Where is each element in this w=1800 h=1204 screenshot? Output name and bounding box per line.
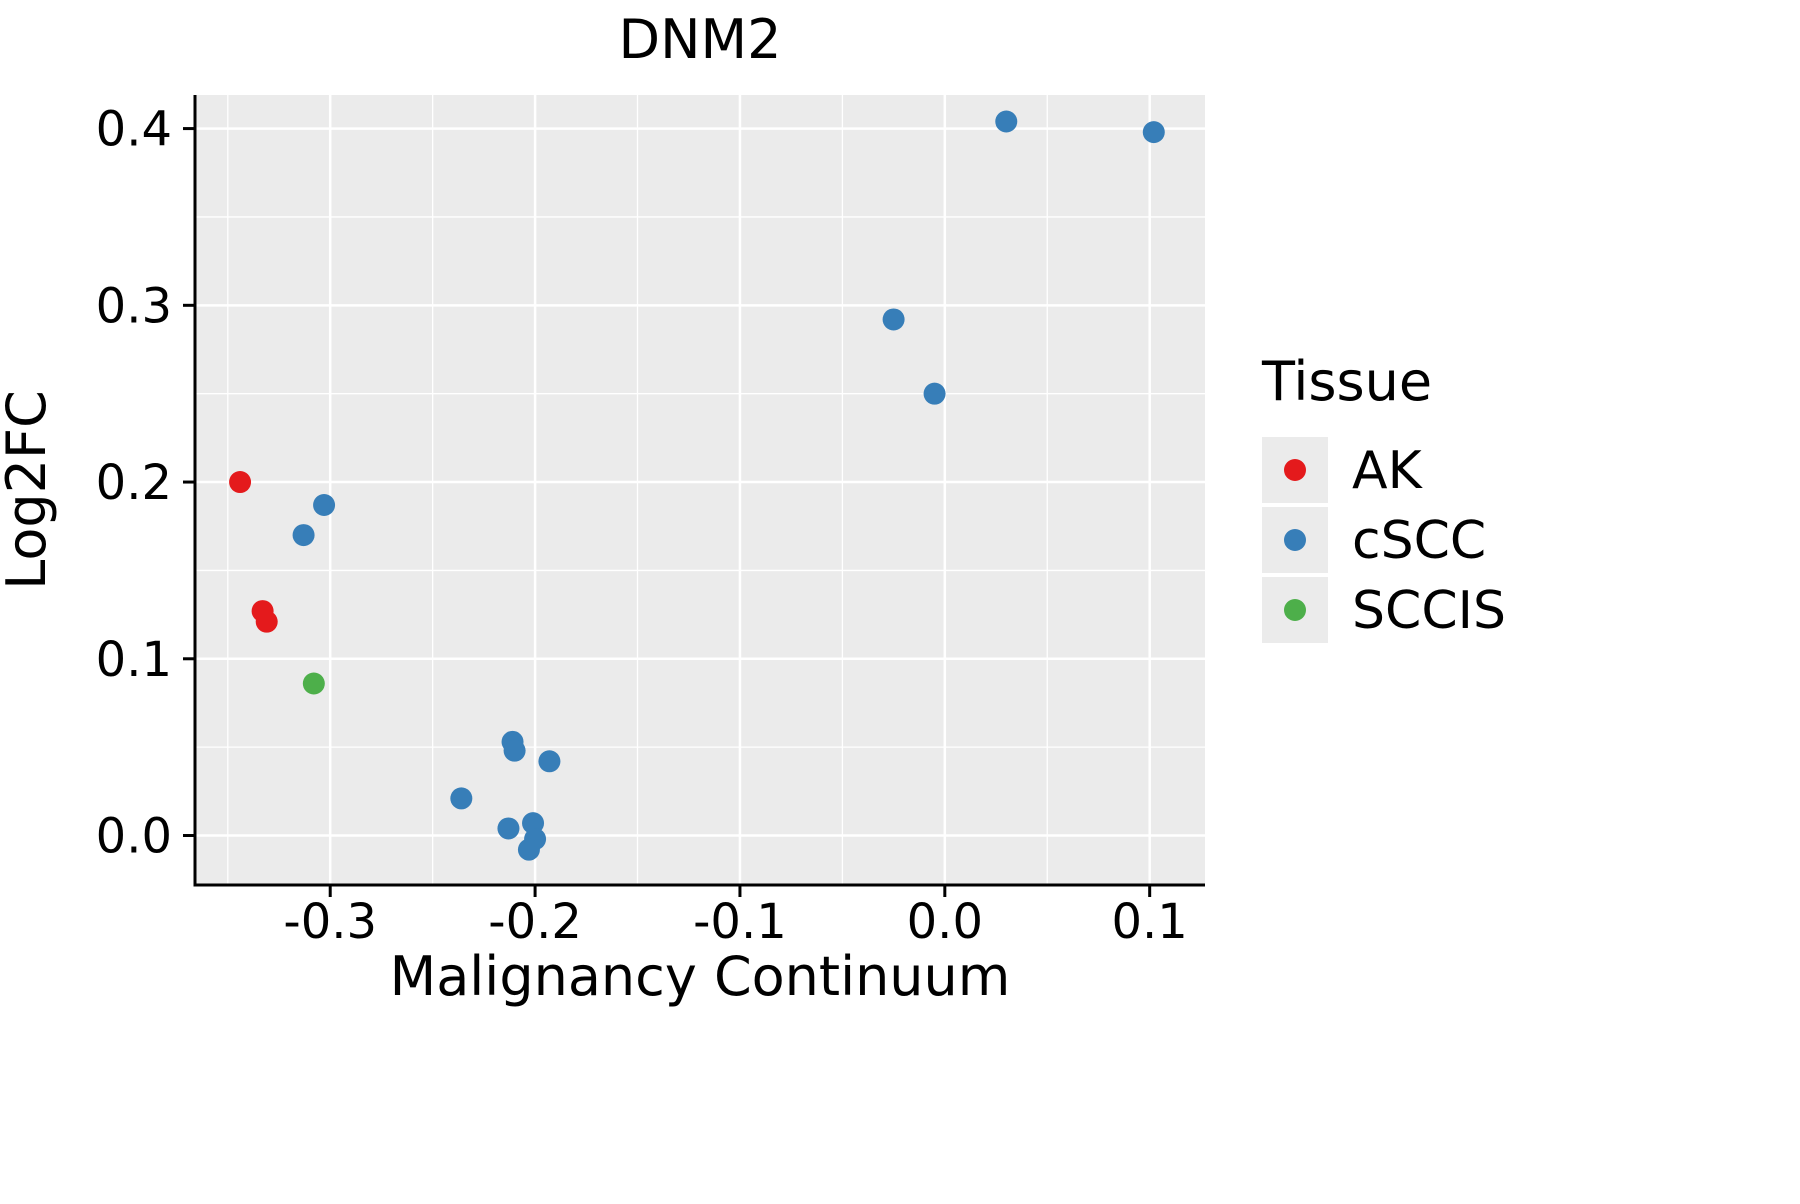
y-axis-label: Log2FC — [0, 390, 58, 590]
y-tick-label: 0.0 — [96, 809, 172, 865]
legend-item-sccis: SCCIS — [1262, 577, 1506, 643]
legend-point-ak — [1284, 459, 1306, 481]
data-point-ak — [229, 471, 252, 494]
axis-lines — [193, 95, 1205, 887]
data-points — [229, 110, 1165, 861]
y-tick-label: 0.1 — [96, 632, 172, 688]
axes: -0.3 -0.2 -0.1 0.0 0.1 0.0 0.1 0.2 0.3 0.4 — [96, 95, 1205, 950]
data-point-cscc — [313, 494, 336, 517]
chart-title: DNM2 — [619, 8, 782, 71]
plot-panel — [195, 95, 1205, 885]
data-point-cscc — [1142, 121, 1165, 144]
data-point-cscc — [882, 308, 905, 331]
data-point-cscc — [497, 817, 520, 840]
y-tick-label: 0.3 — [96, 278, 172, 334]
data-point-ak — [255, 610, 278, 633]
data-point-cscc — [538, 750, 561, 773]
legend-item-cscc: cSCC — [1262, 507, 1486, 573]
legend-point-sccis — [1284, 599, 1306, 621]
legend-label: AK — [1352, 441, 1424, 501]
x-tick-label: 0.1 — [1112, 894, 1188, 950]
legend-title: Tissue — [1261, 350, 1432, 413]
x-tick-label: 0.0 — [907, 894, 983, 950]
panel-background — [195, 95, 1205, 885]
data-point-cscc — [503, 739, 526, 762]
data-point-cscc — [923, 382, 946, 405]
data-point-cscc — [995, 110, 1018, 133]
legend-item-ak: AK — [1262, 437, 1424, 503]
y-tick-label: 0.4 — [96, 102, 172, 158]
legend-label: SCCIS — [1352, 581, 1506, 641]
data-point-cscc — [450, 787, 473, 810]
x-tick-label: -0.1 — [693, 894, 787, 950]
x-tick-label: -0.3 — [283, 894, 377, 950]
legend: AK cSCC SCCIS — [1262, 437, 1506, 643]
data-point-cscc — [517, 838, 540, 861]
legend-point-cscc — [1284, 529, 1306, 551]
gridlines — [195, 95, 1205, 885]
y-tick-label: 0.2 — [96, 455, 172, 511]
data-point-sccis — [302, 672, 325, 695]
data-point-cscc — [292, 524, 315, 547]
legend-label: cSCC — [1352, 511, 1486, 571]
x-tick-label: -0.2 — [488, 894, 582, 950]
x-axis-label: Malignancy Continuum — [390, 945, 1011, 1008]
